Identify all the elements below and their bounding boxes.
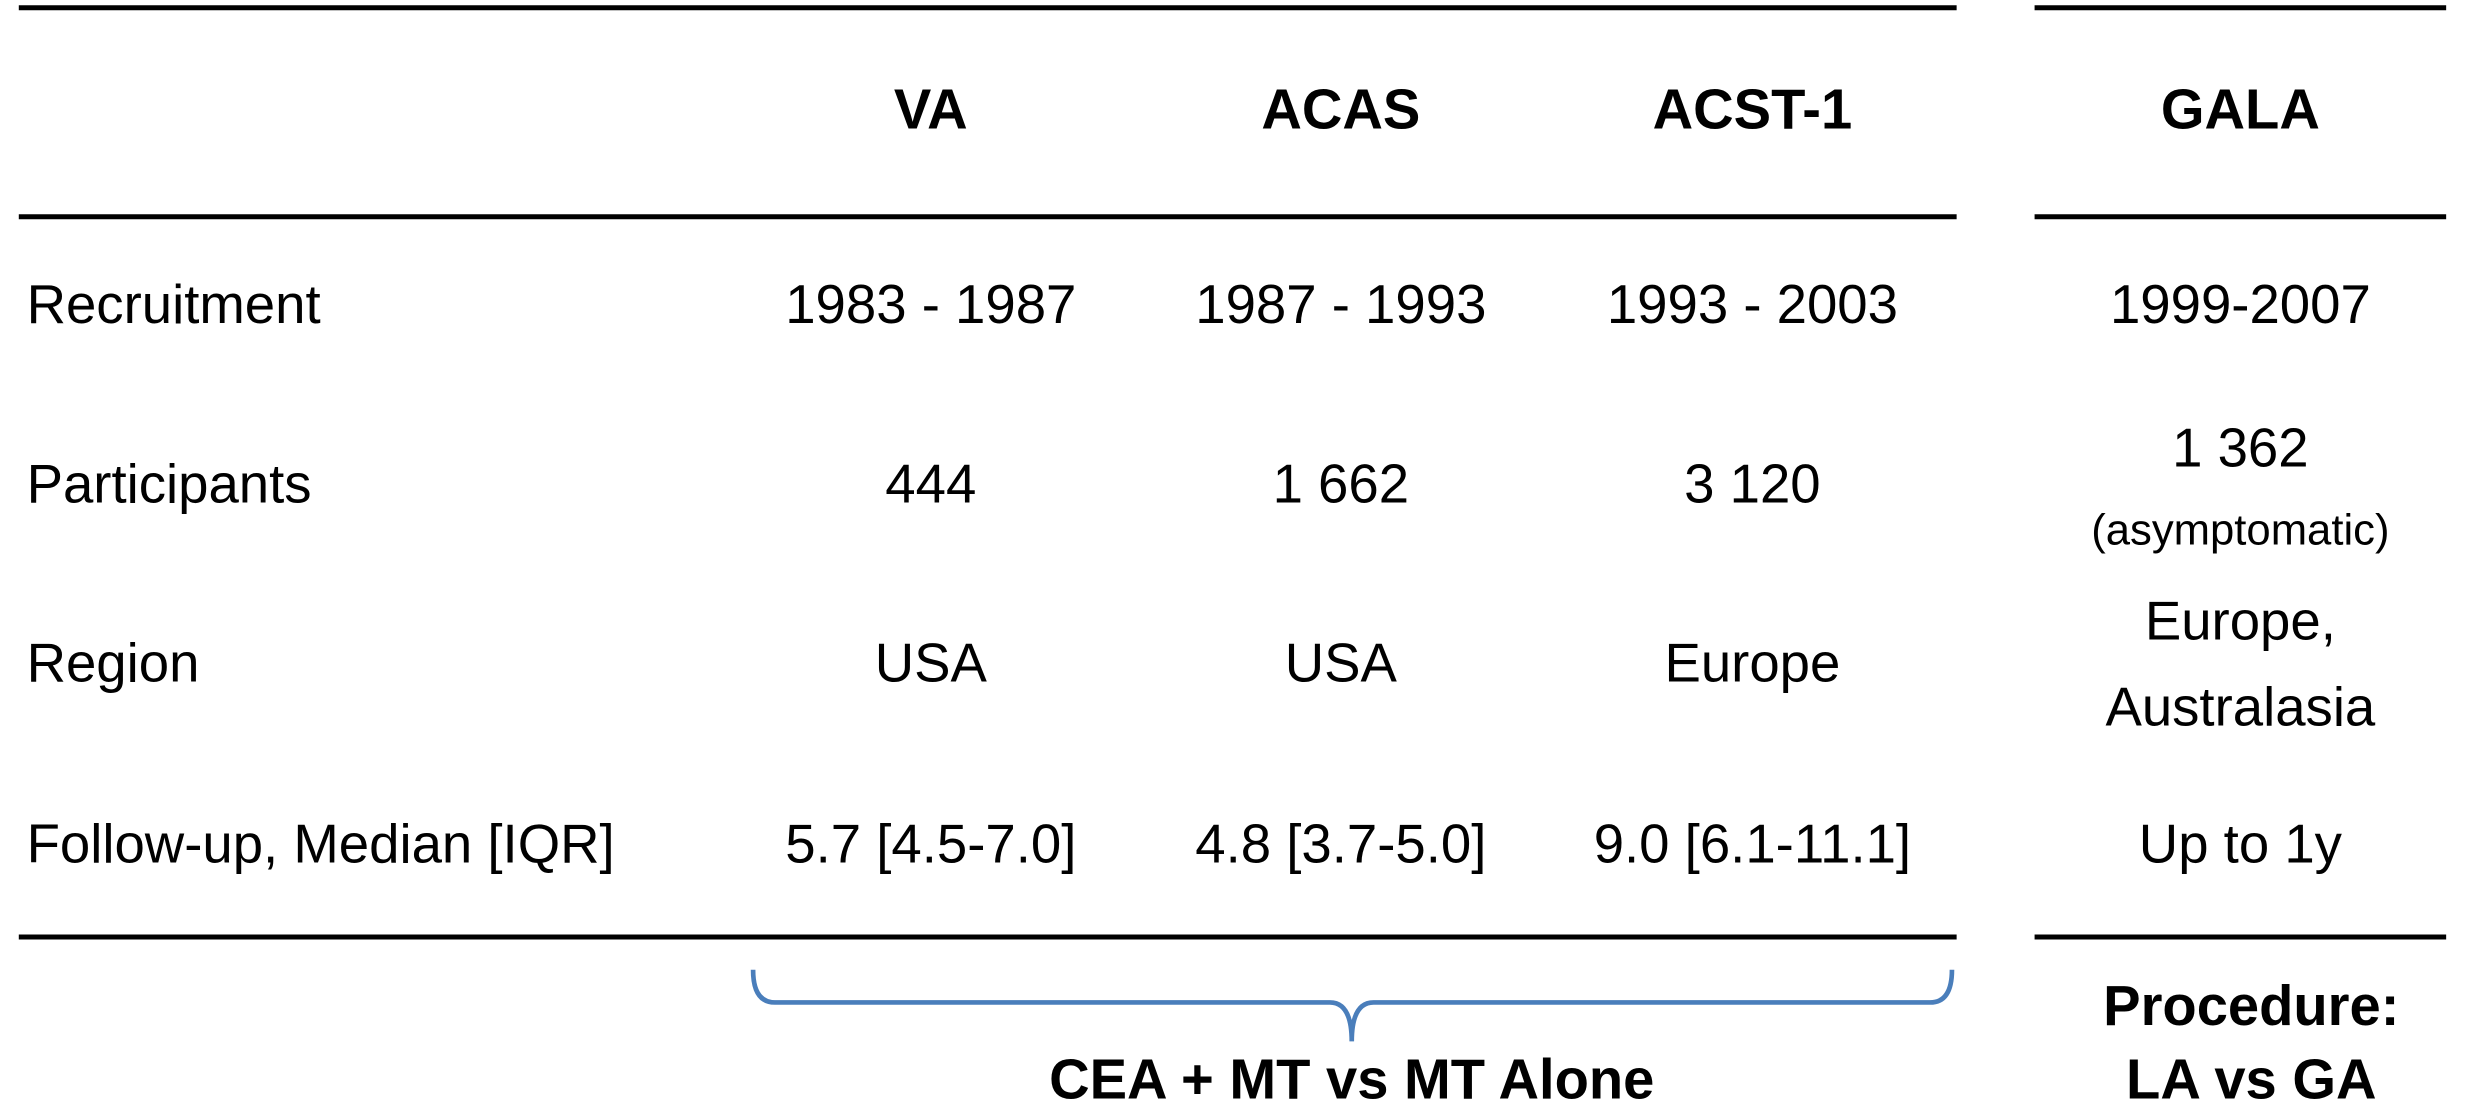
- cell-line: 1 362: [2172, 418, 2309, 479]
- cell: 1 662: [1273, 453, 1410, 514]
- cell: 444: [885, 453, 976, 514]
- cell-line: (asymptomatic): [2091, 506, 2389, 555]
- cell-line: Europe,: [2145, 591, 2336, 652]
- cell: 1993 - 2003: [1607, 274, 1898, 335]
- cell: Up to 1y: [2139, 814, 2343, 875]
- gala-label: LA vs GA: [2126, 1047, 2376, 1110]
- cell: 1999-2007: [2110, 274, 2371, 335]
- cell: 1987 - 1993: [1195, 274, 1486, 335]
- cell-line: Australasia: [2105, 676, 2375, 737]
- cell: 4.8 [3.7-5.0]: [1195, 814, 1486, 875]
- bracket-label: CEA + MT vs MT Alone: [1049, 1047, 1654, 1110]
- table-layer: CEA + MT vs MT Alone Procedure: LA vs GA…: [18, 5, 2447, 1110]
- column-header: ACST-1: [1653, 78, 1853, 141]
- cell: 5.7 [4.5-7.0]: [785, 814, 1076, 875]
- column-header: VA: [894, 78, 968, 141]
- cell: 3 120: [1684, 453, 1821, 514]
- column-header: GALA: [2161, 78, 2320, 141]
- gala-label: Procedure:: [2103, 974, 2399, 1037]
- bracket: [750, 969, 1955, 1042]
- row-label: Region: [27, 633, 200, 694]
- row-label: Participants: [27, 453, 312, 514]
- cell: USA: [875, 633, 988, 694]
- row-label: Follow-up, Median [IQR]: [27, 814, 615, 875]
- cell: 9.0 [6.1-11.1]: [1594, 814, 1911, 875]
- row-label: Recruitment: [27, 274, 321, 335]
- cell: Europe: [1664, 633, 1840, 694]
- cell: USA: [1285, 633, 1398, 694]
- column-header: ACAS: [1261, 78, 1420, 141]
- cell: 1983 - 1987: [785, 274, 1076, 335]
